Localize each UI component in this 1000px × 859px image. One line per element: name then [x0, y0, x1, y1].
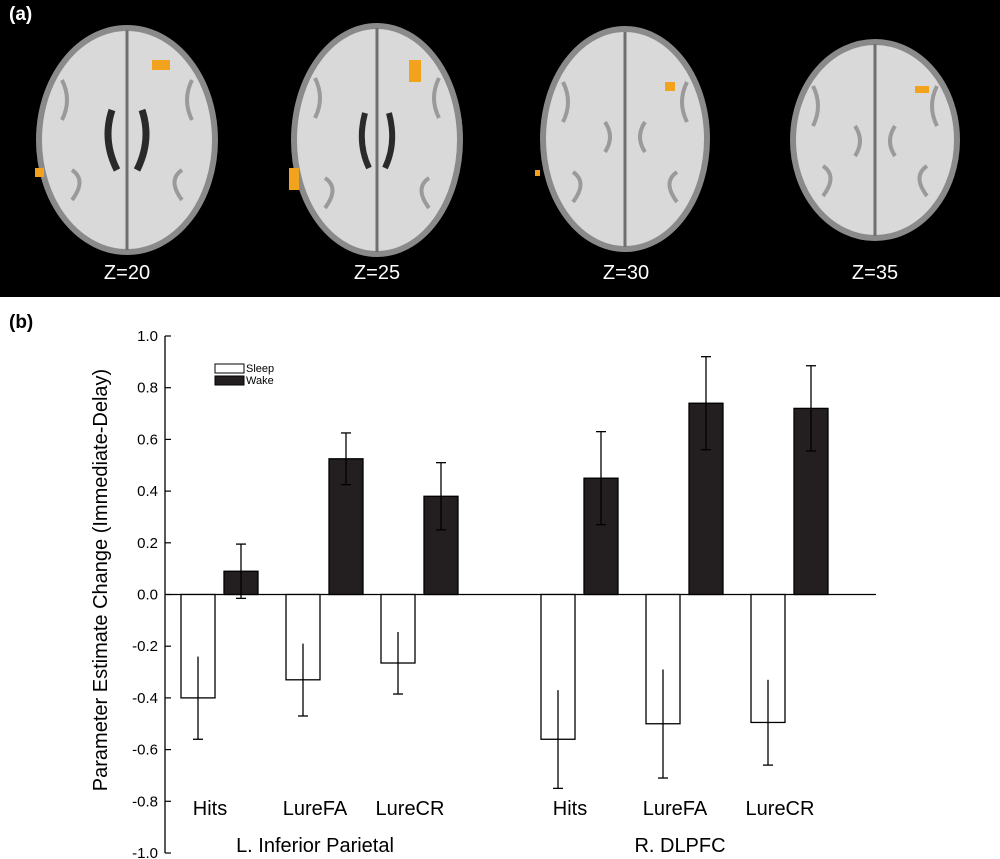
category-label: Hits: [193, 798, 227, 820]
bar-chart: 1.0 0.8 0.6 0.4 0.2 0.0 -0.2 -0.4 -0.6 -0.8 -1.0 H…: [90, 328, 876, 859]
slice-label: Z=35: [851, 262, 899, 284]
category-labels: Hits LureFA LureCR L. Inferior Parietal Hits…: [193, 798, 815, 857]
activation-blob: [915, 86, 929, 93]
panel-a-label: (a): [9, 4, 33, 25]
y-tick-label: 1.0: [137, 328, 158, 345]
brain-slice-z30: [535, 26, 710, 252]
y-tick-label: 0.2: [137, 535, 158, 552]
legend-swatch: [214, 363, 245, 374]
y-tick-label: -0.6: [132, 742, 158, 759]
slice-label: Z=30: [602, 262, 650, 284]
y-tick-label: -0.8: [132, 793, 158, 810]
activation-blob: [289, 168, 299, 190]
bars: [180, 356, 829, 790]
activation-blob: [35, 168, 44, 177]
y-tick-label: 0.8: [137, 380, 158, 397]
group-label: L. Inferior Parietal: [236, 835, 394, 857]
y-tick-label: -1.0: [132, 845, 158, 859]
panel-b-label: (b): [9, 312, 34, 333]
brain-slices-panel: (a) Z=20 Z=25 Z=30 Z=35: [0, 0, 1000, 297]
group-label: R. DLPFC: [634, 835, 725, 857]
category-label: Hits: [553, 798, 587, 820]
brain-slice-z35: [790, 39, 960, 241]
category-label: LureCR: [376, 798, 445, 820]
y-tick-label: 0.0: [137, 587, 158, 604]
brain-slice-z20: [35, 25, 218, 255]
legend-label: Wake: [246, 375, 274, 387]
category-label: LureCR: [746, 798, 815, 820]
y-tick-label: 0.6: [137, 431, 158, 448]
y-axis-label: Parameter Estimate Change (Immediate-Del…: [90, 369, 112, 791]
activation-blob: [535, 170, 540, 176]
slice-label: Z=20: [103, 262, 151, 284]
y-tick-label: -0.2: [132, 638, 158, 655]
y-tick-label: 0.4: [137, 483, 158, 500]
category-label: LureFA: [283, 798, 348, 820]
slice-label: Z=25: [353, 262, 401, 284]
activation-blob: [665, 82, 675, 91]
legend-label: Sleep: [246, 363, 274, 375]
y-tick-label: -0.4: [132, 690, 158, 707]
legend-swatch: [214, 375, 245, 386]
activation-blob: [409, 60, 421, 82]
brain-slice-z25: [289, 23, 463, 257]
category-label: LureFA: [643, 798, 708, 820]
sleep-bar: [750, 593, 786, 724]
y-axis: 1.0 0.8 0.6 0.4 0.2 0.0 -0.2 -0.4 -0.6 -0.8 -1.0: [132, 328, 876, 859]
activation-blob: [152, 60, 170, 70]
